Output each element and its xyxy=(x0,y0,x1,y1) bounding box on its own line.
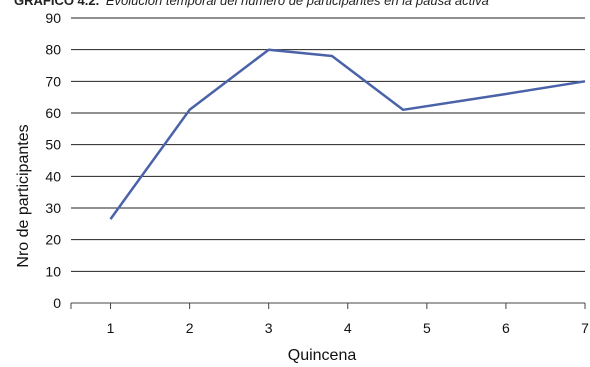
series-line xyxy=(109,48,586,220)
y-tick-label: 80 xyxy=(45,42,61,58)
y-tick-label: 30 xyxy=(45,200,61,216)
x-tick-label: 7 xyxy=(581,320,589,336)
y-tick-label: 20 xyxy=(45,232,61,248)
x-tick-label: 4 xyxy=(344,320,352,336)
chart-title-prefix: GRÁFICO 4.2. xyxy=(14,0,99,8)
x-tick-label: 3 xyxy=(265,320,273,336)
x-tick-marks xyxy=(70,303,586,309)
chart-title-text: Evolución temporal del número de partici… xyxy=(106,0,489,8)
y-tick-label: 60 xyxy=(45,105,61,121)
y-tick-label: 90 xyxy=(45,10,61,26)
x-tick-labels: 1 2 3 4 5 6 7 xyxy=(107,320,589,336)
y-tick-label: 40 xyxy=(45,168,61,184)
series-group xyxy=(109,48,586,220)
gridlines xyxy=(71,17,585,272)
y-axis-label: Nro de participantes xyxy=(15,124,32,267)
y-tick-label: 0 xyxy=(53,295,61,311)
x-tick-label: 1 xyxy=(107,320,115,336)
y-tick-labels: 0 10 20 30 40 50 60 70 80 90 xyxy=(45,10,61,311)
y-tick-label: 10 xyxy=(45,263,61,279)
x-tick-label: 6 xyxy=(502,320,510,336)
x-tick-label: 5 xyxy=(423,320,431,336)
y-tick-label: 70 xyxy=(45,73,61,89)
y-tick-label: 50 xyxy=(45,137,61,153)
x-tick-label: 2 xyxy=(186,320,194,336)
x-axis-label: Quincena xyxy=(288,347,357,364)
chart-title: GRÁFICO 4.2. Evolución temporal del núme… xyxy=(14,0,489,8)
